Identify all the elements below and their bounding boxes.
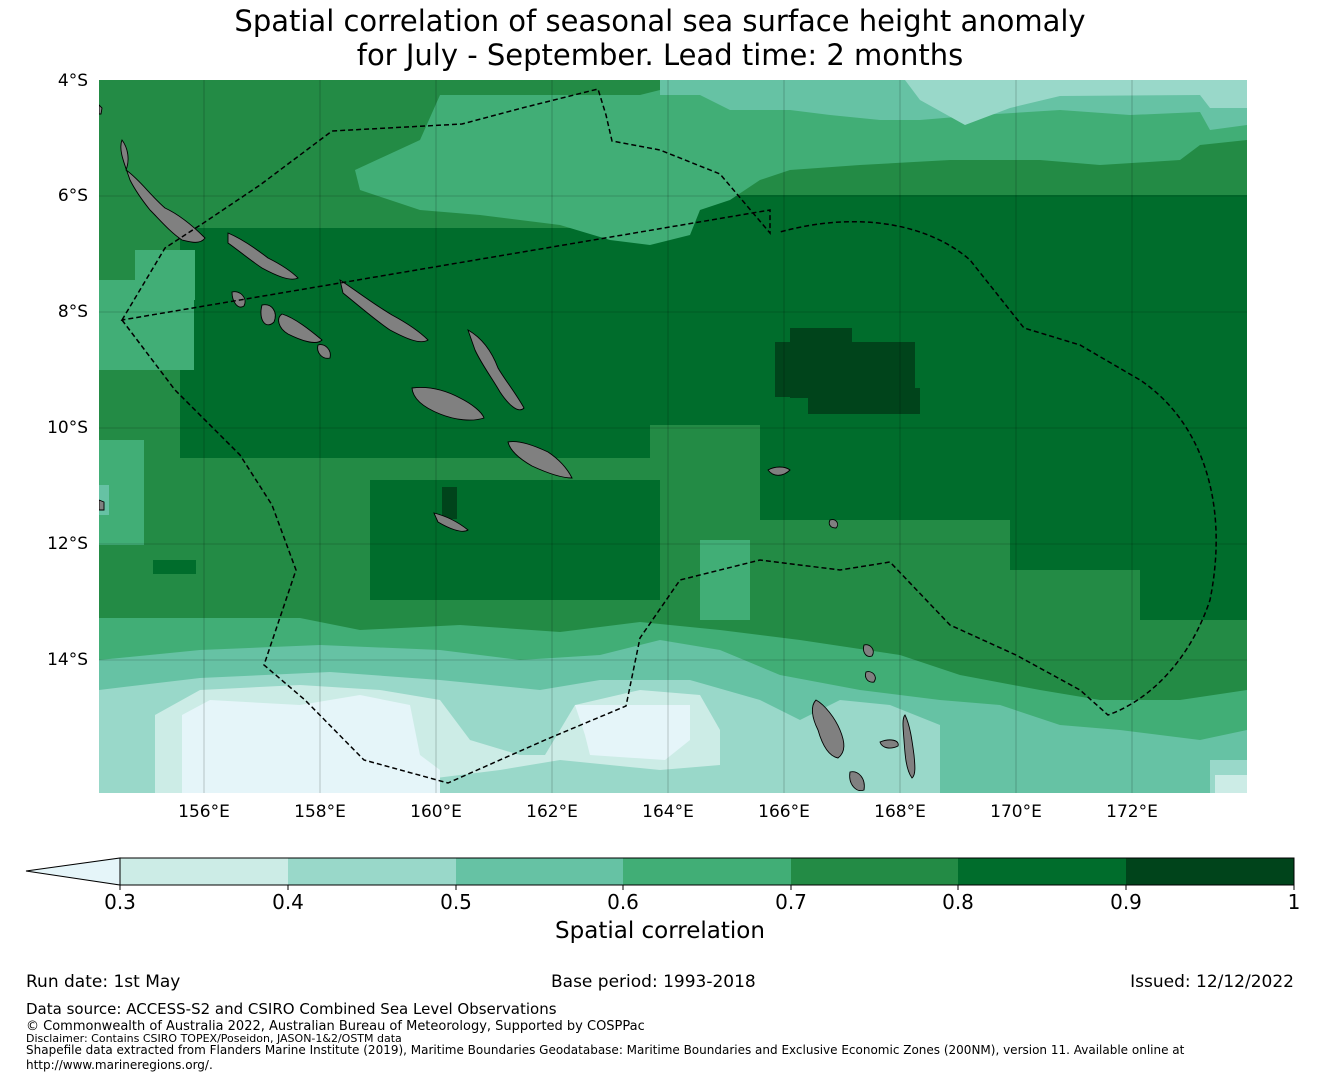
lon-label-170e: 170°E	[990, 802, 1042, 822]
copyright: © Commonwealth of Australia 2022, Austra…	[26, 1019, 645, 1034]
chart-title: Spatial correlation of seasonal sea surf…	[0, 4, 1320, 72]
colorbar-bin-0.6	[623, 858, 791, 885]
colorbar-bin-0.3	[120, 858, 288, 885]
disclaimer: Disclaimer: Contains CSIRO TOPEX/Poseido…	[26, 1032, 402, 1045]
lat-label-12s: 12°S	[47, 534, 88, 554]
colorbar-tick-0.5: 0.5	[440, 890, 472, 914]
colorbar-extend-below	[25, 857, 121, 886]
colorbar-label: Spatial correlation	[555, 918, 765, 944]
colorbar-bin-0.4	[288, 858, 456, 885]
land-islands	[99, 104, 916, 792]
lon-label-156e: 156°E	[178, 802, 230, 822]
gridlines	[99, 80, 1247, 793]
lat-label-14s: 14°S	[47, 650, 88, 670]
issued-date: Issued: 12/12/2022	[1130, 972, 1294, 992]
base-period: Base period: 1993-2018	[551, 972, 756, 992]
correlation-map	[99, 80, 1247, 793]
lat-label-8s: 8°S	[57, 302, 88, 322]
colorbar-bin-0.5	[456, 858, 623, 885]
shapefile-credit: Shapefile data extracted from Flanders M…	[26, 1043, 1185, 1057]
run-date: Run date: 1st May	[26, 972, 181, 992]
eez-boundaries	[120, 88, 1217, 784]
colorbar-tick-0.9: 0.9	[1110, 890, 1142, 914]
colorbar-tick-0.7: 0.7	[775, 890, 807, 914]
lon-label-160e: 160°E	[410, 802, 462, 822]
colorbar-tick-0.4: 0.4	[272, 890, 304, 914]
lat-label-10s: 10°S	[47, 418, 88, 438]
field-level-below-0.3	[182, 695, 690, 793]
lon-label-162e: 162°E	[526, 802, 578, 822]
colorbar-bin-0.8	[958, 858, 1126, 885]
colorbar-tick-0.6: 0.6	[607, 890, 639, 914]
lat-label-4s: 4°S	[57, 71, 88, 91]
colorbar-bin-0.7	[791, 858, 958, 885]
lat-label-6s: 6°S	[57, 186, 88, 206]
lon-label-166e: 166°E	[758, 802, 810, 822]
lon-label-158e: 158°E	[294, 802, 346, 822]
lon-label-164e: 164°E	[642, 802, 694, 822]
marineregions-url: http://www.marineregions.org/.	[26, 1058, 213, 1072]
colorbar-tick-1: 1	[1287, 890, 1301, 914]
lon-label-172e: 172°E	[1106, 802, 1158, 822]
colorbar-bin-0.9	[1126, 858, 1294, 885]
field-level-0.9	[442, 328, 920, 519]
title-line-2: for July - September. Lead time: 2 month…	[356, 38, 964, 72]
colorbar	[25, 857, 1295, 890]
title-line-1: Spatial correlation of seasonal sea surf…	[234, 4, 1086, 38]
colorbar-tick-0.3: 0.3	[104, 890, 136, 914]
data-source: Data source: ACCESS-S2 and CSIRO Combine…	[26, 1000, 557, 1018]
colorbar-tick-0.8: 0.8	[942, 890, 974, 914]
lon-label-168e: 168°E	[874, 802, 926, 822]
